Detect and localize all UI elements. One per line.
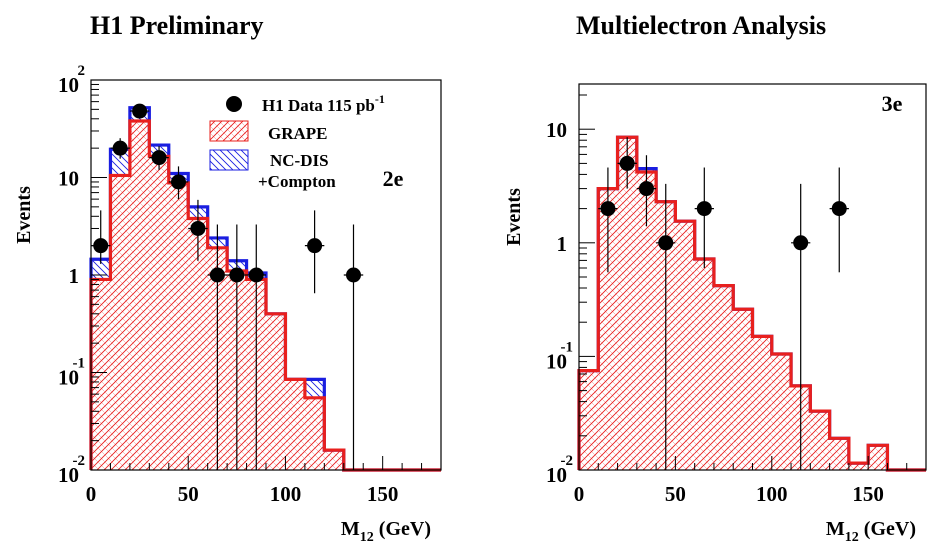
data-point — [658, 235, 674, 251]
grape-bar — [149, 156, 169, 470]
grape-bar — [713, 285, 734, 470]
y-tick-exponent: -2 — [561, 453, 574, 469]
data-point — [638, 181, 654, 197]
channel-tag: 3e — [882, 91, 903, 116]
grape-bar — [694, 259, 714, 470]
grape-bar — [129, 120, 150, 470]
x-tick-label: 0 — [574, 482, 585, 506]
legend: H1 Data 115 pb-1 GRAPE NC-DIS +Compton — [209, 92, 385, 191]
data-point — [93, 238, 109, 254]
y-tick-exponent: -1 — [73, 356, 86, 372]
x-tick-label: 150 — [852, 482, 884, 506]
grape-bar — [733, 309, 753, 470]
legend-data-marker — [226, 96, 242, 112]
grape-bar — [188, 218, 208, 470]
data-point — [190, 220, 206, 236]
x-axis-label: M12 (GeV) — [826, 518, 916, 545]
y-tick-label: 1 — [557, 232, 568, 256]
data-point — [831, 201, 847, 217]
grape-bar — [110, 175, 130, 471]
grape-bar — [752, 336, 772, 470]
data-point — [600, 201, 616, 217]
y-tick-label: 1 — [69, 264, 80, 288]
y-tick-label: 10 — [58, 463, 79, 487]
data-point — [248, 267, 264, 283]
data-point — [346, 267, 361, 283]
legend-grape-swatch — [209, 120, 249, 142]
left-title: H1 Preliminary — [90, 11, 264, 40]
grape-bar — [304, 397, 325, 470]
y-tick-exponent: 2 — [78, 63, 86, 79]
data-point — [793, 235, 809, 251]
data-point — [229, 267, 245, 283]
legend-grape-label: GRAPE — [268, 124, 328, 143]
grape-bar — [771, 353, 792, 470]
x-tick-label: 0 — [86, 482, 97, 506]
grape-bar — [285, 379, 305, 470]
grape-bar — [598, 188, 618, 470]
x-axis-label: M12 (GeV) — [341, 518, 431, 545]
y-tick-exponent: -1 — [561, 339, 574, 355]
grape-bar — [266, 313, 286, 470]
grape-bar — [810, 411, 830, 470]
data-point — [132, 103, 148, 119]
grape-bar — [675, 221, 695, 470]
y-axis-label: Events — [503, 188, 525, 246]
grape-bar — [324, 450, 344, 470]
y-tick-label: 10 — [546, 118, 567, 142]
legend-data-label: H1 Data 115 pb-1 — [262, 92, 385, 115]
x-tick-label: 100 — [756, 482, 788, 506]
data-point — [619, 155, 635, 171]
right-title: Multielectron Analysis — [576, 11, 826, 40]
grape-bar — [636, 172, 657, 471]
y-tick-label: 10 — [58, 73, 79, 97]
channel-tag: 2e — [383, 166, 404, 191]
data-point — [112, 140, 128, 156]
legend-ncdis-swatch — [209, 149, 249, 171]
x-tick-label: 100 — [270, 482, 302, 506]
y-tick-exponent: -2 — [73, 453, 86, 469]
x-tick-label: 150 — [367, 482, 399, 506]
y-tick-label: 10 — [58, 366, 79, 390]
grape-bar — [868, 445, 888, 470]
y-tick-label: 10 — [546, 349, 567, 373]
grape-bar — [617, 137, 637, 470]
y-axis-label: Events — [13, 186, 35, 244]
grape-outline — [577, 135, 926, 472]
x-tick-label: 50 — [665, 482, 686, 506]
grape-bar — [579, 370, 599, 470]
y-tick-label: 10 — [58, 167, 79, 191]
grape-bar — [848, 463, 869, 470]
data-point — [151, 150, 167, 166]
x-tick-label: 50 — [178, 482, 199, 506]
legend-ncdis-label: NC-DIS — [270, 151, 329, 170]
data-point — [209, 267, 225, 283]
data-point — [307, 238, 323, 254]
data-point — [696, 201, 712, 217]
data-point — [171, 174, 186, 190]
grape-bar — [829, 438, 849, 470]
grape-bar — [91, 279, 111, 470]
y-tick-label: 10 — [546, 463, 567, 487]
grape-bar — [168, 182, 189, 470]
legend-ncdis-label-2: +Compton — [258, 172, 336, 191]
